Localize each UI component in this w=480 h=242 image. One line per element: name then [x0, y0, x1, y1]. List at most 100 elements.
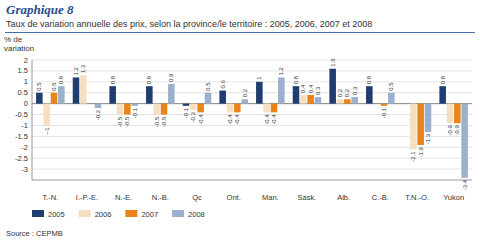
data-label: 0.5 — [388, 82, 394, 91]
bar — [234, 104, 241, 113]
bar — [439, 86, 446, 103]
bar — [381, 104, 388, 106]
title-separator — [5, 32, 475, 33]
y-axis-line — [32, 60, 33, 180]
bar — [388, 93, 395, 104]
data-label: -0.5 — [161, 116, 167, 127]
grid — [32, 60, 472, 169]
bar — [373, 103, 380, 104]
data-label: -0.5 — [124, 116, 130, 127]
x-tick-label: Yukon — [443, 193, 464, 202]
bar — [117, 104, 124, 115]
data-label: 0.5 — [205, 82, 211, 91]
subtitle: Taux de variation annuelle des prix, sel… — [6, 19, 372, 29]
bar — [256, 82, 263, 104]
data-label: -0.4 — [234, 114, 240, 125]
data-label: -0.4 — [264, 114, 270, 125]
bar — [417, 104, 424, 145]
x-tick-label: T.N.-O. — [405, 193, 429, 202]
bar — [307, 95, 314, 104]
bar — [183, 104, 190, 106]
y-tick-label: -0.5 — [15, 110, 28, 119]
data-label: -0.2 — [95, 109, 101, 120]
data-label: 1.2 — [73, 66, 79, 75]
bar — [366, 86, 373, 103]
grid-line — [32, 169, 472, 170]
data-label: -2.1 — [410, 151, 416, 162]
bar — [410, 104, 417, 150]
bar — [300, 95, 307, 104]
legend-label: 2005 — [48, 210, 65, 219]
y-tick-label: -1.5 — [15, 132, 28, 141]
data-labels: 0.51.20.80.8-0.10.610.81.60.80.8--11.3-0… — [36, 58, 467, 190]
bar — [190, 104, 197, 111]
legend: 2005 2006 2007 2008 — [32, 210, 205, 219]
bar — [278, 77, 285, 103]
legend-label: 2008 — [188, 210, 205, 219]
bar — [168, 84, 175, 104]
x-tick-label: Sask. — [298, 193, 317, 202]
data-label: 0.8 — [366, 75, 372, 84]
data-label: -0.3 — [190, 112, 196, 123]
bar — [227, 104, 234, 113]
data-label: -0.4 — [227, 114, 233, 125]
x-tick-label: T.-N. — [42, 193, 58, 202]
bar — [241, 99, 248, 103]
grid-line — [32, 81, 472, 82]
legend-label: 2006 — [95, 210, 112, 219]
bar — [161, 104, 168, 115]
y-tick-label: 1 — [24, 77, 28, 86]
chart: Graphique 8Taux de variation annuelle de… — [0, 0, 480, 242]
data-label: 0.9 — [168, 73, 174, 82]
data-label: -0.4 — [271, 114, 277, 125]
data-label: 0.4 — [308, 84, 314, 93]
bar — [36, 93, 43, 104]
data-label: -0.1 — [381, 107, 387, 118]
bars — [36, 69, 468, 178]
bar — [153, 104, 160, 115]
x-axis-line — [32, 180, 472, 181]
bar — [344, 99, 351, 103]
data-label: --1 — [44, 127, 50, 135]
data-label: 0.2 — [344, 88, 350, 97]
bar — [454, 104, 461, 124]
y-tick-label: -2 — [21, 143, 28, 152]
data-label: -1.9 — [418, 146, 424, 157]
data-label: -3.4 — [462, 179, 468, 190]
bar — [329, 69, 336, 104]
data-label: -0.4 — [198, 114, 204, 125]
y-tick-label: 0 — [24, 99, 28, 108]
legend-swatch — [79, 210, 91, 217]
x-tick-label: N.-B. — [152, 193, 169, 202]
bar — [43, 104, 50, 126]
bar — [51, 93, 58, 104]
grid-line — [32, 136, 472, 137]
bar — [124, 104, 131, 115]
data-label: 0.8 — [293, 75, 299, 84]
data-label: 0.3 — [352, 86, 358, 95]
bar — [403, 103, 410, 104]
grid-line — [32, 70, 472, 71]
legend-swatch — [172, 210, 184, 217]
x-tick-label: I.-P.-E. — [76, 193, 98, 202]
legend-label: 2007 — [141, 210, 158, 219]
grid-line — [32, 92, 472, 93]
bar — [73, 77, 80, 103]
data-label: 0.2 — [242, 88, 248, 97]
x-tick-label: Ont. — [227, 193, 241, 202]
bar — [263, 104, 270, 113]
data-label: -0.1 — [132, 107, 138, 118]
y-tick-label: -3 — [21, 165, 28, 174]
data-label: -1.3 — [425, 133, 431, 144]
bar — [447, 104, 454, 124]
data-label: -0.9 — [454, 125, 460, 136]
bar — [80, 75, 87, 103]
y-tick-label: 2 — [24, 56, 28, 65]
bar — [146, 86, 153, 103]
data-label: 1.2 — [278, 66, 284, 75]
data-label: 0.8 — [110, 75, 116, 84]
bar — [351, 97, 358, 104]
bar — [293, 86, 300, 103]
bar — [109, 86, 116, 103]
y-axis-label: % devariation — [4, 35, 34, 53]
